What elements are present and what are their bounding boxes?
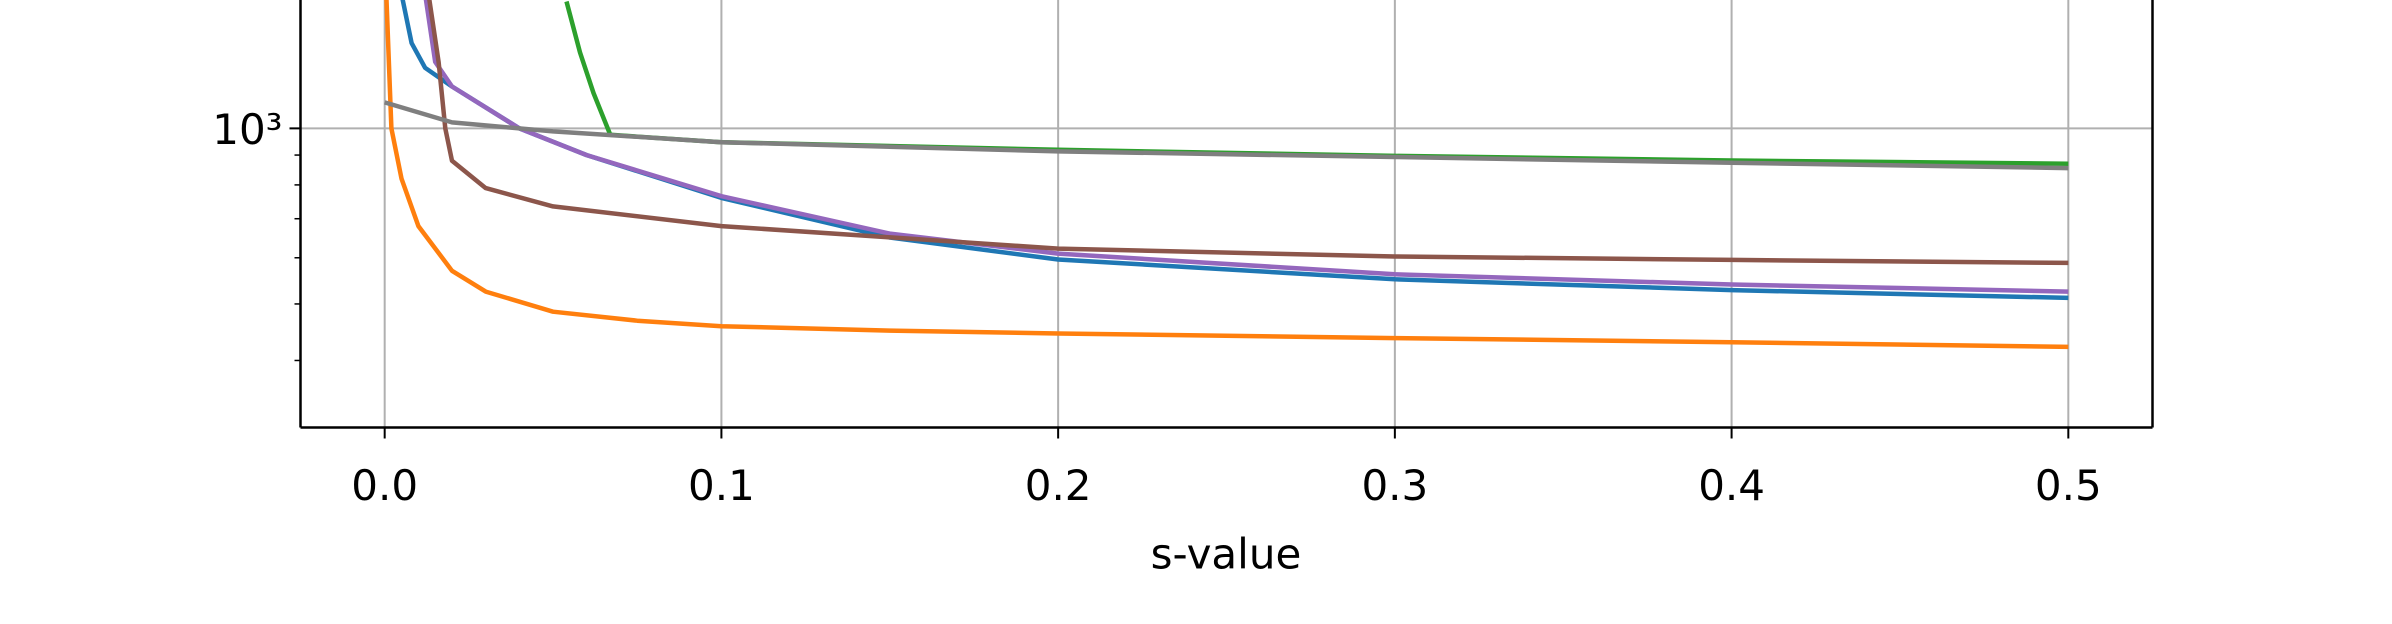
x-tick-label: 0.3 — [1361, 461, 1428, 510]
line-series — [427, 0, 2069, 266]
x-tick-label: 0.0 — [351, 461, 418, 510]
line-series — [384, 0, 2069, 350]
x-tick-label: 0.5 — [2035, 461, 2102, 510]
x-tick-label: 0.1 — [688, 461, 755, 510]
y-tick-label: 10³ — [212, 105, 282, 154]
line-series — [384, 100, 2069, 171]
x-tick-label: 0.4 — [1698, 461, 1765, 510]
x-axis-label: s-value — [1151, 530, 1302, 579]
plot-area — [384, 0, 2069, 350]
x-tick-label: 0.2 — [1025, 461, 1092, 510]
line-series — [423, 0, 2069, 294]
